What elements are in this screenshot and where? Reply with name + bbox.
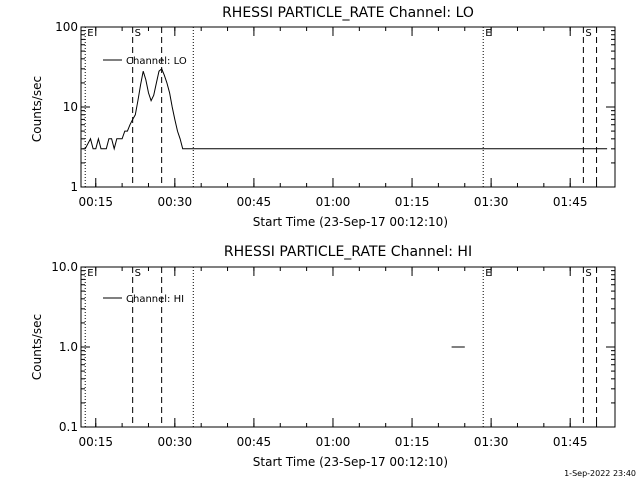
timestamp-footer: 1-Sep-2022 23:40 — [564, 469, 636, 478]
y-tick-label: 10.0 — [51, 260, 78, 274]
x-axis-label-lo: Start Time (23-Sep-17 00:12:10) — [253, 215, 448, 229]
event-marker-label: S — [135, 268, 141, 279]
y-tick-label: 100 — [55, 20, 78, 34]
x-tick-label: 00:30 — [158, 435, 193, 449]
x-tick-label: 00:15 — [78, 195, 113, 209]
x-tick-label: 00:45 — [237, 435, 272, 449]
y-tick-label: 1 — [70, 180, 78, 194]
x-tick-label: 01:45 — [553, 195, 588, 209]
event-marker-label: E — [485, 268, 491, 279]
x-tick-label: 01:15 — [395, 435, 430, 449]
panel-lo: RHESSI PARTICLE_RATE Channel: LO Start T… — [30, 5, 616, 229]
y-tick-label: 1.0 — [59, 340, 78, 354]
y-tick-label: 10 — [63, 100, 78, 114]
event-marker-label: S — [135, 28, 141, 39]
legend-label-hi: Channel: HI — [126, 294, 184, 305]
x-tick-label: 01:15 — [395, 195, 430, 209]
panel-hi: RHESSI PARTICLE_RATE Channel: HI Start T… — [30, 244, 616, 469]
x-tick-label: 00:45 — [237, 195, 272, 209]
x-tick-label: 01:00 — [316, 195, 351, 209]
x-tick-label: 01:30 — [474, 435, 509, 449]
x-tick-label: 00:15 — [78, 435, 113, 449]
y-axis-label-hi: Counts/sec — [30, 314, 44, 380]
plot-frame-hi — [80, 266, 616, 428]
x-tick-label: 01:45 — [553, 435, 588, 449]
series-line-lo — [82, 67, 608, 151]
y-tick-label: 0.1 — [59, 420, 78, 434]
chart-title-lo: RHESSI PARTICLE_RATE Channel: LO — [222, 5, 474, 21]
plot-frame-lo — [80, 26, 616, 188]
x-tick-label: 01:30 — [474, 195, 509, 209]
x-axis-label-hi: Start Time (23-Sep-17 00:12:10) — [253, 455, 448, 469]
event-marker-label: E — [87, 28, 93, 39]
legend-label-lo: Channel: LO — [126, 56, 187, 67]
event-marker-label: E — [485, 28, 491, 39]
x-tick-label: 01:00 — [316, 435, 351, 449]
event-marker-label: S — [585, 268, 591, 279]
y-axis-label-lo: Counts/sec — [30, 76, 44, 142]
chart-title-hi: RHESSI PARTICLE_RATE Channel: HI — [224, 244, 472, 260]
event-marker-label: S — [585, 28, 591, 39]
x-tick-label: 00:30 — [158, 195, 193, 209]
event-marker-label: E — [87, 268, 93, 279]
